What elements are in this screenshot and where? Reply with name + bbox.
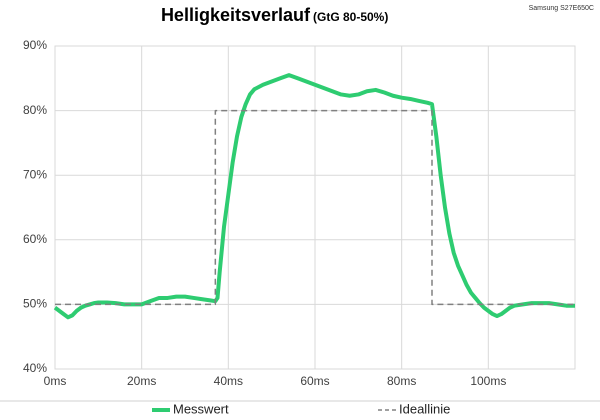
- chart-title: Helligkeitsverlauf: [161, 5, 311, 25]
- y-tick-label: 90%: [23, 38, 47, 52]
- y-tick-label: 50%: [23, 297, 47, 311]
- x-tick-label: 40ms: [214, 374, 243, 388]
- annotation: Samsung S27E650C: [529, 5, 594, 12]
- y-tick-label: 70%: [23, 167, 47, 181]
- x-tick-label: 20ms: [127, 374, 156, 388]
- y-tick-label: 80%: [23, 103, 47, 117]
- chart-subtitle: (GtG 80-50%): [313, 10, 388, 24]
- x-tick-label: 80ms: [387, 374, 416, 388]
- x-tick-label: 60ms: [300, 374, 329, 388]
- x-tick-label: 0ms: [44, 374, 67, 388]
- legend-label: Ideallinie: [399, 401, 450, 416]
- y-tick-label: 40%: [23, 361, 47, 375]
- series-line: [55, 109, 575, 306]
- y-tick-label: 60%: [23, 232, 47, 246]
- x-tick-label: 100ms: [470, 374, 506, 388]
- legend-label: Messwert: [173, 401, 229, 416]
